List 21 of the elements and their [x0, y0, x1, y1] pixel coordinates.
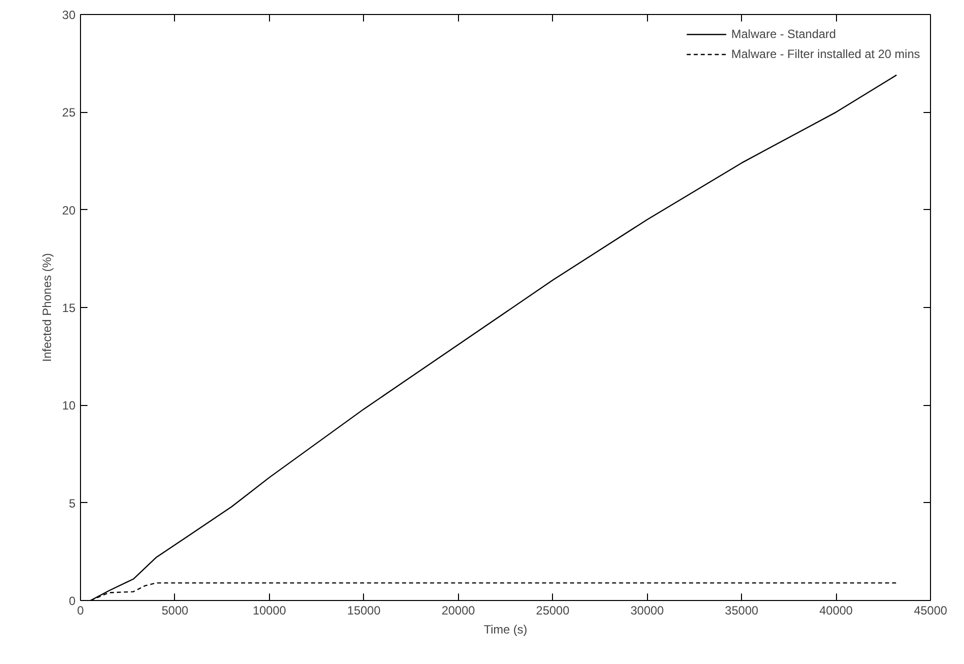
x-tick-label: 35000	[724, 604, 759, 618]
legend-label: Malware - Standard	[731, 27, 836, 41]
x-tick-label: 0	[77, 604, 84, 618]
y-tick-label: 5	[68, 496, 76, 510]
y-tick-label: 30	[62, 8, 76, 22]
y-tick-label: 10	[62, 398, 76, 413]
x-tick-label: 20000	[442, 604, 476, 618]
x-axis-title: Time (s)	[484, 622, 528, 636]
x-tick-label: 10000	[252, 604, 286, 618]
y-tick-label: 25	[62, 106, 76, 120]
y-tick-label: 15	[62, 301, 76, 315]
x-tick-label: 25000	[536, 604, 570, 618]
x-tick-label: 30000	[630, 604, 664, 618]
x-tick-label: 5000	[162, 604, 189, 618]
legend-label: Malware - Filter installed at 20 mins	[731, 47, 920, 61]
y-tick-label: 0	[68, 594, 76, 608]
x-tick-label: 40000	[819, 604, 854, 618]
x-tick-label: 15000	[347, 604, 381, 618]
x-tick-label: 45000	[914, 604, 948, 618]
y-tick-label: 20	[62, 203, 76, 218]
y-axis-title: Infected Phones (%)	[40, 253, 54, 362]
